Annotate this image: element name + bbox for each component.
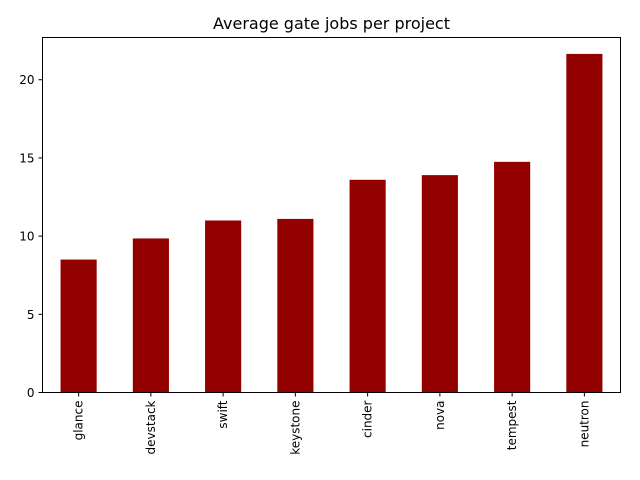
x-tick-label: neutron xyxy=(577,401,591,448)
bar-swift xyxy=(205,220,242,393)
x-tick-label: tempest xyxy=(505,400,519,450)
x-axis: glance devstack swift keystone cinder nova tem… xyxy=(72,392,591,455)
y-tick-label: 20 xyxy=(19,73,34,87)
y-tick-label: 10 xyxy=(19,230,34,244)
bar-glance xyxy=(60,259,97,393)
y-tick-label: 5 xyxy=(27,308,35,322)
y-tick-label: 15 xyxy=(19,151,34,165)
bar-cinder xyxy=(349,179,386,393)
x-tick-label: glance xyxy=(72,401,86,441)
chart-title: Average gate jobs per project xyxy=(213,14,450,33)
x-tick-label: keystone xyxy=(288,401,302,455)
x-tick-label: cinder xyxy=(361,400,375,438)
x-tick-label: nova xyxy=(433,401,447,430)
bar-neutron xyxy=(566,53,603,393)
bars-layer xyxy=(60,53,603,393)
x-tick-label: swift xyxy=(216,400,230,428)
y-tick-label: 0 xyxy=(27,386,35,400)
bar-keystone xyxy=(277,218,314,393)
bar-devstack xyxy=(132,238,169,393)
bar-tempest xyxy=(494,161,531,393)
bar-nova xyxy=(421,175,458,393)
y-axis: 0 5 10 15 20 xyxy=(19,73,43,400)
plot-frame xyxy=(42,37,621,393)
x-tick-label: devstack xyxy=(144,400,158,454)
